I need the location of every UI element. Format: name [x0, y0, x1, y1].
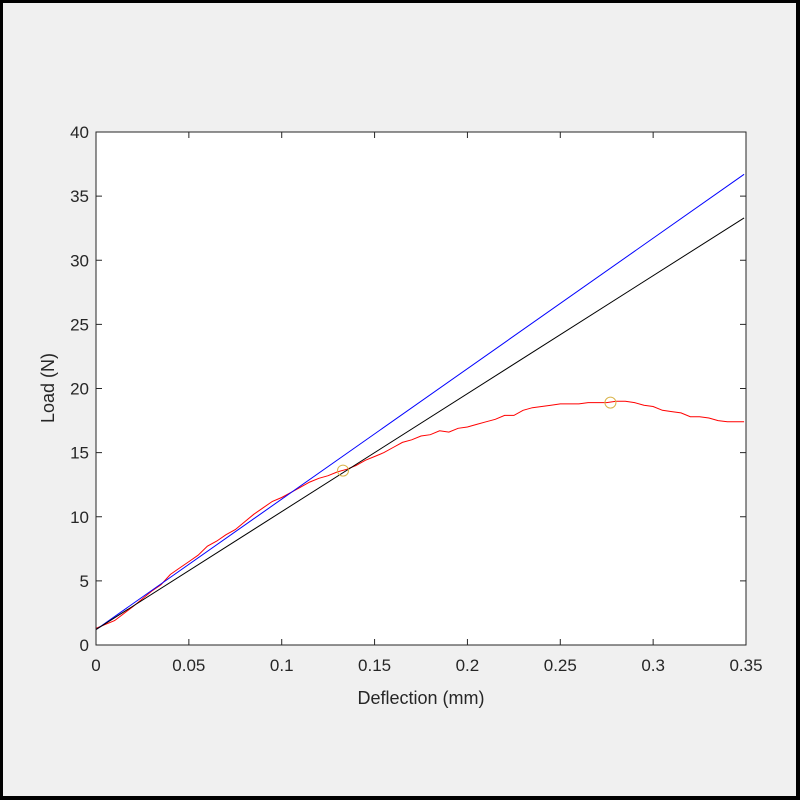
marker-point-1	[337, 464, 349, 477]
x-tick-label: 0.3	[641, 656, 665, 675]
x-tick-label: 0.15	[358, 656, 391, 675]
y-tick-label: 10	[70, 508, 89, 527]
series-line-1	[95, 400, 745, 629]
chart: 0 0.05 0.1 0.15 0.2 0.25 0.3 0.35 0 5 10 15 20 25 30 35…	[38, 123, 763, 708]
marker-point-2	[604, 396, 617, 409]
y-tick-label: 5	[80, 572, 89, 591]
y-tick-label: 25	[70, 315, 89, 334]
x-tick-label: 0.2	[456, 656, 480, 675]
series-line-2	[95, 173, 745, 631]
figure-window: 0 0.05 0.1 0.15 0.2 0.25 0.3 0.35 0 5 10 15 20 25 30 35…	[3, 3, 796, 796]
x-axis-label: Deflection (mm)	[357, 688, 484, 708]
tick-layer: 0 0.05 0.1 0.15 0.2 0.25 0.3 0.35 0 5 10 15 20 25 30 35…	[70, 123, 762, 675]
data-layer	[95, 173, 745, 631]
y-tick-label: 40	[70, 123, 89, 142]
x-tick-label: 0.05	[172, 656, 205, 675]
y-tick-label: 30	[70, 251, 89, 270]
y-tick-label: 15	[70, 444, 89, 463]
x-tick-label: 0.35	[729, 656, 762, 675]
y-tick-label: 20	[70, 380, 89, 399]
series-line-3	[95, 217, 745, 631]
plot-area-background	[96, 132, 746, 645]
x-tick-label: 0.1	[270, 656, 294, 675]
x-tick-label: 0.25	[544, 656, 577, 675]
y-axis-label: Load (N)	[38, 353, 58, 423]
y-tick-label: 35	[70, 187, 89, 206]
y-tick-label: 0	[80, 636, 89, 655]
x-tick-label: 0	[91, 656, 100, 675]
